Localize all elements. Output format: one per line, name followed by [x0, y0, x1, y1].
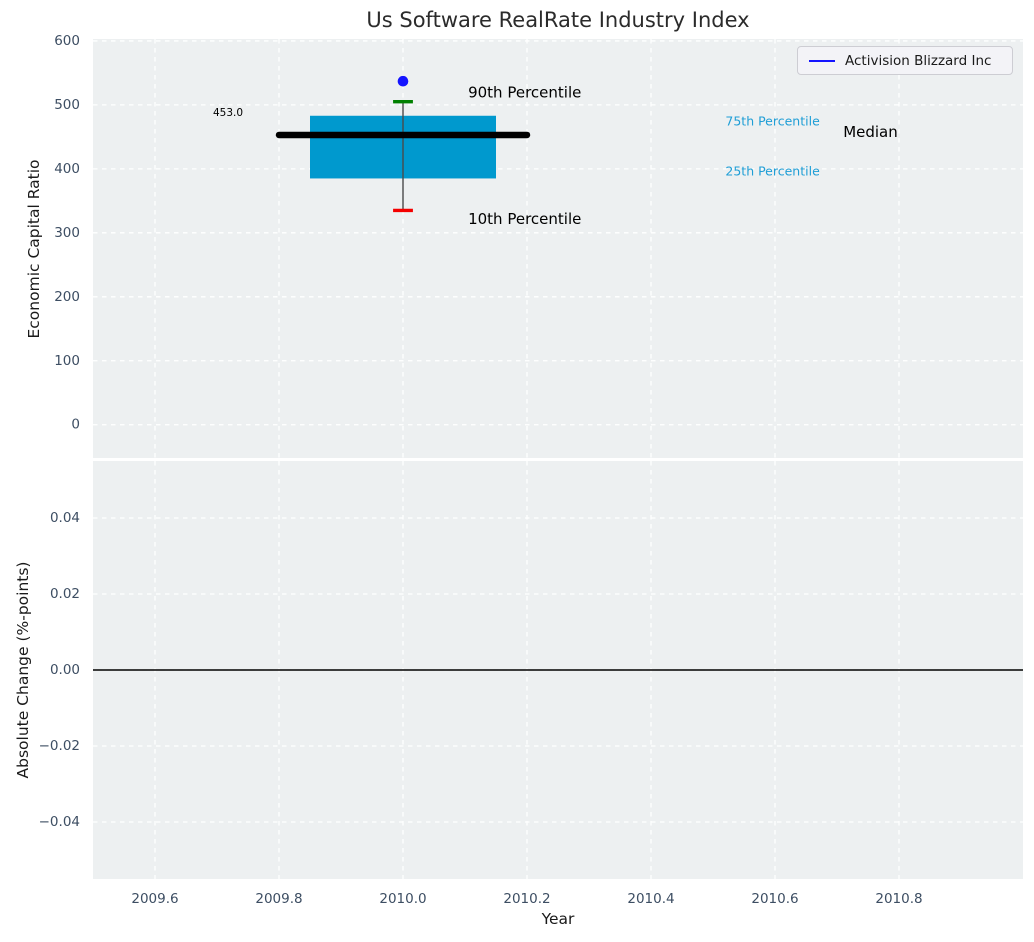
- y-tick-label: 500: [54, 97, 80, 113]
- y-tick-label: 400: [54, 161, 80, 177]
- x-tick-label: 2009.6: [131, 891, 178, 907]
- x-tick-label: 2010.8: [875, 891, 922, 907]
- y-tick-label: 200: [54, 289, 80, 305]
- y-tick-label: 300: [54, 225, 80, 241]
- y-axis-label-top: Economic Capital Ratio: [25, 159, 43, 339]
- y-tick-label: −0.04: [39, 814, 80, 830]
- chart-title: Us Software RealRate Industry Index: [366, 8, 750, 32]
- y-tick-label: −0.02: [39, 738, 80, 754]
- y-tick-label: 600: [54, 33, 80, 49]
- x-tick-label: 2009.8: [255, 891, 302, 907]
- y-tick-label: 0: [71, 417, 80, 433]
- y-tick-label: 0.02: [50, 586, 80, 602]
- x-tick-label: 2010.6: [751, 891, 798, 907]
- bottom-axes-background: [93, 461, 1023, 879]
- y-tick-label: 0.04: [50, 510, 80, 526]
- x-tick-label: 2010.4: [627, 891, 674, 907]
- legend: Activision Blizzard Inc: [797, 46, 1013, 75]
- x-axis-label: Year: [541, 910, 575, 928]
- y-tick-label: 100: [54, 353, 80, 369]
- top-axes-background: [93, 39, 1023, 458]
- x-tick-label: 2010.0: [379, 891, 426, 907]
- legend-label: Activision Blizzard Inc: [845, 52, 992, 69]
- y-tick-label: 0.00: [50, 662, 80, 678]
- x-tick-label: 2010.2: [503, 891, 550, 907]
- y-axis-label-bottom: Absolute Change (%-points): [14, 561, 32, 779]
- legend-line-sample: [809, 59, 835, 62]
